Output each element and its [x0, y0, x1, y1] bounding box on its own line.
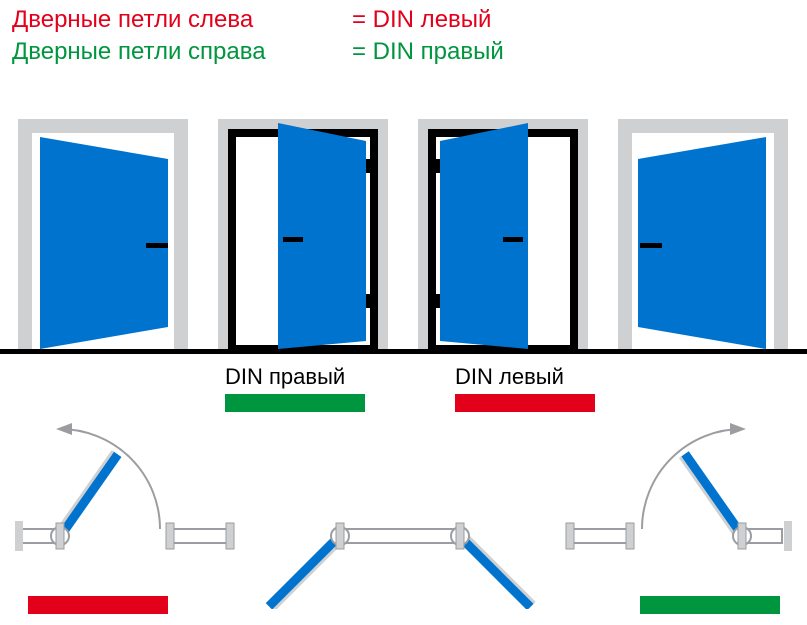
header-row-1-right: = DIN левый	[352, 6, 491, 34]
plan-svg	[0, 419, 807, 609]
header-row-2-left: Дверные петли справа	[12, 38, 352, 66]
plan-door-1	[51, 429, 160, 545]
door-1	[18, 119, 188, 349]
bar-top-red	[455, 394, 595, 412]
header-row-2-right: = DIN правый	[352, 38, 504, 66]
plan-door-4	[642, 429, 751, 545]
header: Дверные петли слева = DIN левый Дверные …	[0, 0, 807, 66]
ground-line	[0, 349, 807, 354]
door-4	[618, 119, 788, 349]
bar-top-green	[225, 394, 365, 412]
header-row-2: Дверные петли справа = DIN правый	[12, 38, 795, 66]
label-din-left: DIN левый	[455, 364, 564, 390]
door-3	[418, 119, 588, 349]
label-din-right: DIN правый	[225, 364, 345, 390]
plan-view: DIN правый DIN левый	[0, 364, 807, 614]
doors-elevation	[0, 84, 807, 354]
header-row-1-left: Дверные петли слева	[12, 6, 352, 34]
header-row-1: Дверные петли слева = DIN левый	[12, 6, 795, 34]
door-2	[218, 119, 388, 349]
